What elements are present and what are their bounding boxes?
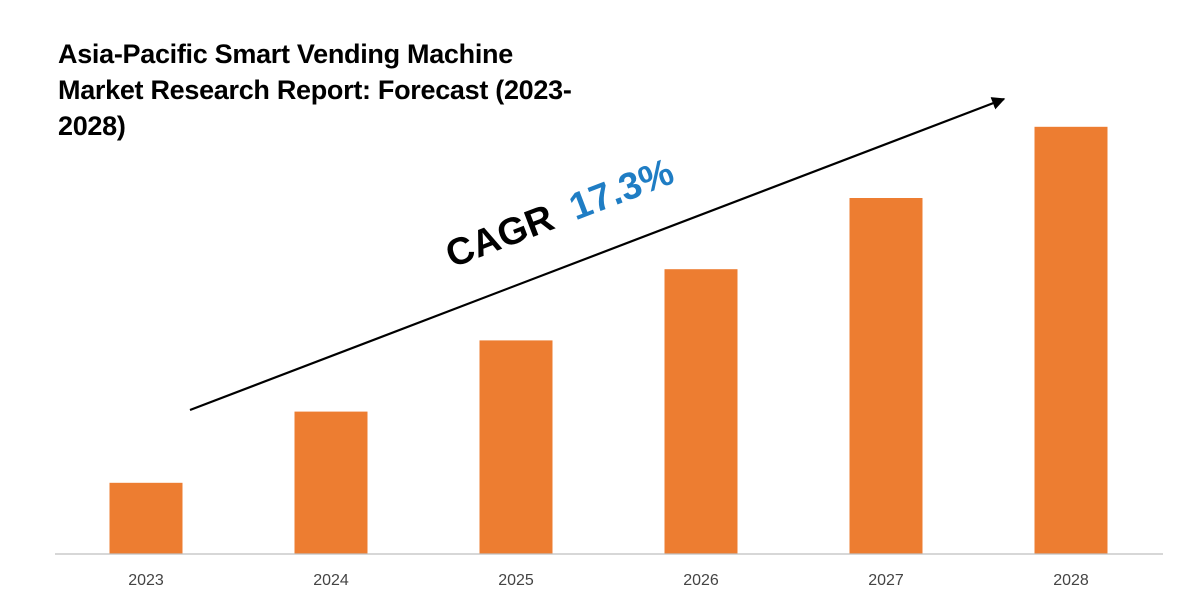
cagr-prefix: CAGR [440,197,560,276]
bar-2028 [1034,126,1108,555]
bar-2024 [294,411,368,554]
trend-arrow-icon [189,97,1006,412]
bars-layer [109,126,1108,555]
x-tick-label-2024: 2024 [313,572,349,589]
x-tick-label-2025: 2025 [498,572,534,589]
chart-title: Asia-Pacific Smart Vending Machine Marke… [58,39,572,141]
bar-2027 [849,198,923,554]
bar-2023 [109,482,183,554]
cagr-value: 17.3% [564,151,680,229]
bar-2025 [479,340,553,554]
cagr-annotation: CAGR 17.3% [440,151,679,276]
bar-2026 [664,269,738,554]
x-tick-label-2027: 2027 [868,572,904,589]
x-tick-labels: 2023 2024 2025 2026 2027 2028 [128,572,1089,589]
x-tick-label-2026: 2026 [683,572,719,589]
x-tick-label-2023: 2023 [128,572,164,589]
x-tick-label-2028: 2028 [1053,572,1089,589]
